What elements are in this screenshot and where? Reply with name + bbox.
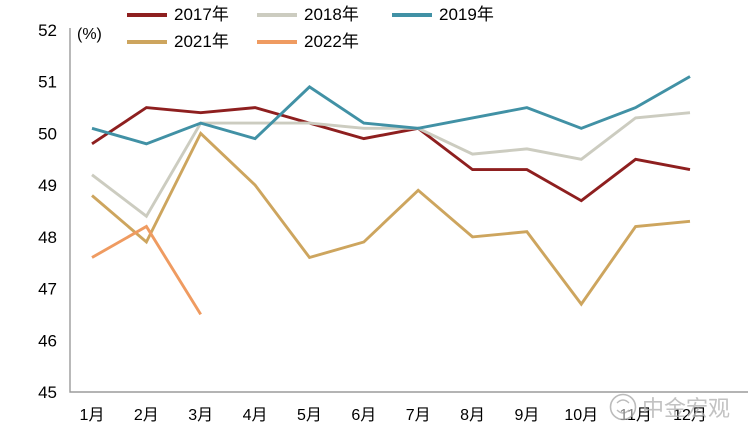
y-tick-label: 46: [38, 331, 57, 350]
x-tick-label: 5月: [297, 407, 322, 424]
watermark-logo-icon: [609, 393, 637, 421]
x-tick-label: 10月: [564, 407, 598, 424]
watermark-text: 中金宏观: [642, 396, 730, 421]
x-tick-label: 7月: [406, 407, 431, 424]
y-tick-label: 50: [38, 124, 57, 143]
series-line-2017年: [91, 106, 691, 203]
legend-line-swatch-2021: [127, 40, 167, 44]
y-tick-label: 48: [38, 228, 57, 247]
y-tick-label: 49: [38, 176, 57, 195]
legend-item-2019: 2019年: [392, 5, 494, 25]
y-tick-label: 52: [38, 21, 57, 40]
legend-label: 2019年: [439, 5, 494, 24]
axis-lines: [69, 28, 748, 393]
legend-item-2021: 2021年: [127, 32, 229, 52]
watermark-logo-mark: [616, 399, 630, 414]
chart-legend: 2017年 2018年 2019年 2021年 2022年: [0, 0, 750, 60]
series-line-2021年: [91, 130, 691, 307]
x-tick-label: 3月: [188, 407, 213, 424]
legend-line-swatch-2017: [127, 13, 167, 17]
legend-line-swatch-2019: [392, 13, 432, 17]
x-tick-label: 12月: [673, 407, 707, 424]
x-tick-label: 1月: [80, 407, 105, 424]
series-line-2019年: [91, 75, 691, 146]
legend-line-swatch-2022: [257, 40, 297, 44]
y-tick-label: 45: [38, 383, 57, 402]
legend-item-2017: 2017年: [127, 5, 229, 25]
x-tick-label: 9月: [514, 407, 539, 424]
legend-label: 2017年: [174, 5, 229, 24]
y-axis-unit-label: (%): [77, 26, 102, 43]
x-tick-label: 2月: [134, 407, 159, 424]
legend-label: 2021年: [174, 32, 229, 51]
y-tick-label: 47: [38, 280, 57, 299]
x-tick-label: 4月: [243, 407, 268, 424]
y-tick-label: 51: [38, 73, 57, 92]
legend-item-2022: 2022年: [257, 32, 359, 52]
x-tick-label: 8月: [460, 407, 485, 424]
x-tick-label: 6月: [351, 407, 376, 424]
watermark: 中金宏观: [609, 393, 730, 421]
legend-line-swatch-2018: [257, 13, 297, 17]
series-line-2018年: [91, 111, 691, 219]
legend-label: 2018年: [304, 5, 359, 24]
legend-label: 2022年: [304, 32, 359, 51]
series-line-2022年: [91, 224, 202, 316]
legend-item-2018: 2018年: [257, 5, 359, 25]
